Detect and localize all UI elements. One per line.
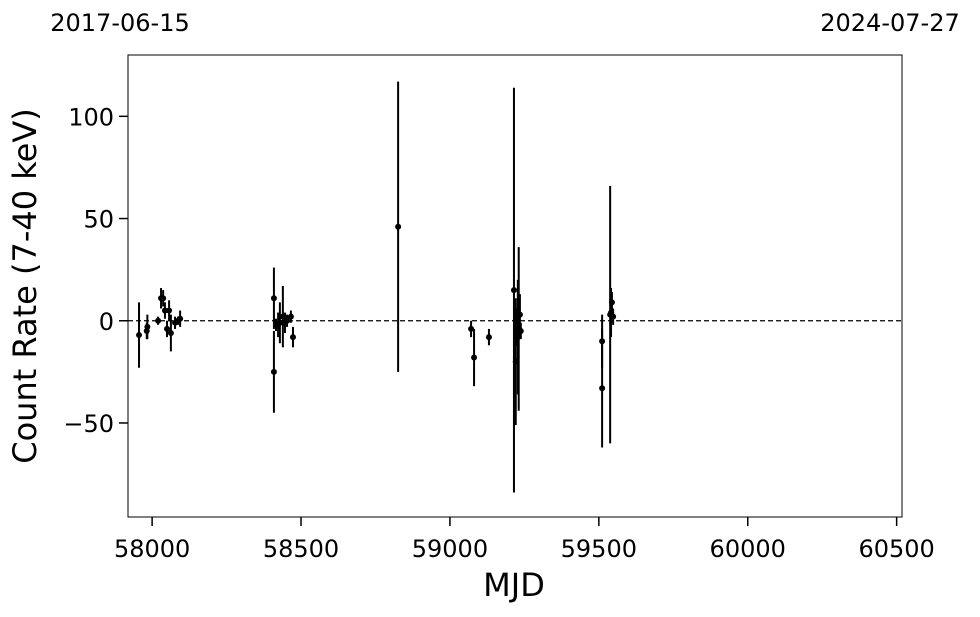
y-tick-label: 50 xyxy=(83,206,114,234)
x-tick-label: 60000 xyxy=(710,535,786,563)
data-point xyxy=(289,334,296,341)
data-point xyxy=(164,325,171,332)
x-axis-label: MJD xyxy=(483,566,545,604)
plot-frame xyxy=(127,54,903,518)
data-point xyxy=(136,332,143,339)
data-point xyxy=(468,325,475,332)
data-point xyxy=(276,319,283,326)
data-point xyxy=(270,368,277,375)
data-point xyxy=(599,385,606,392)
data-point xyxy=(608,299,615,306)
top-date-label: 2017-06-15 xyxy=(50,9,189,37)
data-point xyxy=(287,313,294,320)
data-point xyxy=(284,317,291,324)
x-tick-label: 58500 xyxy=(263,535,339,563)
data-point xyxy=(161,307,168,314)
x-tick-label: 59000 xyxy=(412,535,488,563)
data-point xyxy=(167,330,174,337)
top-date-label: 2024-07-27 xyxy=(820,9,959,37)
data-point xyxy=(177,315,184,322)
data-point xyxy=(144,323,151,330)
y-tick-label: −50 xyxy=(63,410,114,438)
data-point xyxy=(166,307,173,314)
data-point xyxy=(610,313,617,320)
data-point xyxy=(471,354,478,361)
y-tick-label: 0 xyxy=(99,308,114,336)
data-point xyxy=(270,295,277,302)
x-tick-label: 59500 xyxy=(561,535,637,563)
y-tick-label: 100 xyxy=(68,103,114,131)
x-tick-label: 58000 xyxy=(114,535,190,563)
x-tick-label: 60500 xyxy=(858,535,934,563)
y-axis-label: Count Rate (7-40 keV) xyxy=(6,108,44,463)
data-point xyxy=(516,311,523,318)
data-point xyxy=(510,287,517,294)
data-point xyxy=(395,223,402,230)
data-point xyxy=(155,317,162,324)
data-point xyxy=(599,338,606,345)
data-point xyxy=(517,327,524,334)
data-point xyxy=(485,334,492,341)
data-point xyxy=(160,295,167,302)
